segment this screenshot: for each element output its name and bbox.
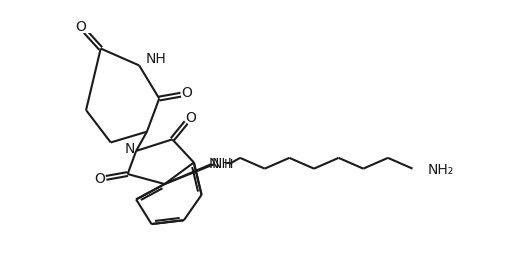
Text: O: O xyxy=(185,111,196,125)
Text: N: N xyxy=(125,142,135,156)
Text: O: O xyxy=(181,86,192,100)
Text: H: H xyxy=(223,158,233,171)
Text: O: O xyxy=(94,172,105,186)
Text: NH: NH xyxy=(145,52,166,66)
Text: NH: NH xyxy=(212,157,232,171)
Text: O: O xyxy=(75,20,86,34)
Text: NH₂: NH₂ xyxy=(427,163,453,177)
Text: N: N xyxy=(208,157,218,171)
